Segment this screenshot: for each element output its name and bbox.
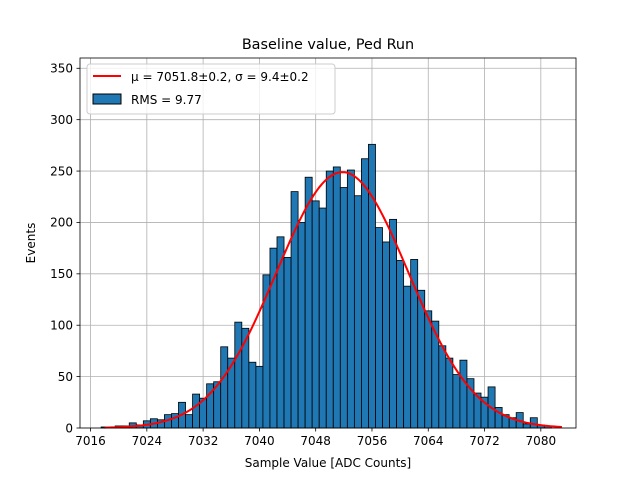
histogram-bar <box>459 359 468 429</box>
y-tick-label: 50 <box>58 370 73 384</box>
plot-frame <box>79 57 577 429</box>
x-tick-label: 7032 <box>188 434 219 448</box>
histogram-bar <box>297 222 306 429</box>
histogram-bar <box>417 289 426 429</box>
legend: μ = 7051.8±0.2, σ = 9.4±0.2 RMS = 9.77 <box>86 63 336 115</box>
histogram-bar <box>311 200 320 429</box>
histogram-bar <box>304 176 313 429</box>
histogram-bar <box>445 357 454 429</box>
histogram-bar <box>389 218 397 429</box>
histogram-bar <box>438 345 447 429</box>
x-tick-label: 7072 <box>469 434 500 448</box>
histogram-bar <box>346 169 355 429</box>
histogram-bar <box>318 207 327 429</box>
legend-fit-label: μ = 7051.8±0.2, σ = 9.4±0.2 <box>131 70 309 84</box>
legend-bar-swatch <box>92 93 122 105</box>
y-tick-label: 100 <box>50 319 73 333</box>
legend-box <box>86 63 336 115</box>
y-tick-label: 300 <box>50 113 73 127</box>
histogram-bar <box>403 285 412 429</box>
histogram-bar <box>185 414 193 429</box>
gaussian-fit-line <box>104 171 562 429</box>
y-tick-label: 200 <box>50 216 73 230</box>
y-axis-label: Events <box>24 223 38 264</box>
x-axis-ticks: 7016 7024 7032 7040 7048 7056 7064 7072 7080 <box>75 428 556 448</box>
histogram-bar <box>325 170 334 429</box>
x-tick-label: 7056 <box>357 434 388 448</box>
histogram-bar <box>234 321 243 429</box>
y-tick-label: 150 <box>50 267 73 281</box>
histogram-bar <box>353 195 362 429</box>
histogram-bar <box>192 393 201 429</box>
chart-title: Baseline value, Ped Run <box>242 37 414 53</box>
histogram-bar <box>396 260 405 429</box>
x-tick-label: 7064 <box>413 434 444 448</box>
histogram-bar <box>332 166 341 429</box>
histogram-bar <box>522 423 531 429</box>
x-tick-label: 7080 <box>526 434 557 448</box>
histogram-bar <box>361 158 369 429</box>
histogram-bar <box>368 143 376 429</box>
y-axis-ticks: 0 50 100 150 200 250 300 350 <box>50 62 80 435</box>
histogram-bar <box>382 241 390 429</box>
x-tick-label: 7048 <box>300 434 331 448</box>
y-tick-label: 0 <box>65 421 73 435</box>
x-tick-label: 7024 <box>132 434 163 448</box>
histogram-bar <box>220 346 229 429</box>
y-tick-label: 250 <box>50 164 73 178</box>
histogram-bar <box>283 256 292 429</box>
histogram-bar <box>248 361 257 429</box>
legend-bar-label: RMS = 9.77 <box>131 93 202 107</box>
histogram-bar <box>241 327 250 429</box>
histogram-bar <box>276 236 285 429</box>
x-axis-label: Sample Value [ADC Counts] <box>245 456 411 470</box>
histogram-bar <box>452 374 461 429</box>
histogram-bar <box>255 365 264 429</box>
histogram-bar <box>424 310 433 429</box>
histogram-bars <box>100 143 552 429</box>
x-tick-label: 7040 <box>244 434 275 448</box>
histogram-bar <box>339 187 348 429</box>
x-tick-label: 7016 <box>75 434 106 448</box>
histogram-bar <box>375 227 383 429</box>
y-tick-label: 350 <box>50 62 73 76</box>
